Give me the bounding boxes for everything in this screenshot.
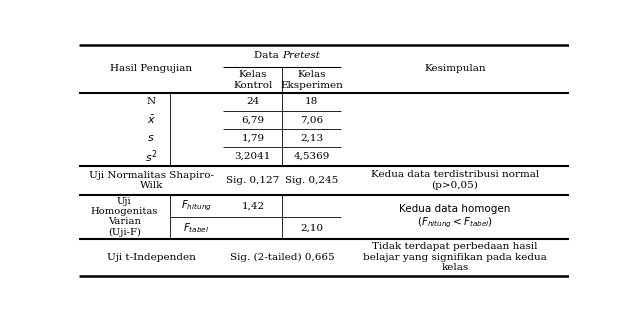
Text: Uji Normalitas Shapiro-
Wilk: Uji Normalitas Shapiro- Wilk [88, 170, 214, 190]
Text: 1,79: 1,79 [241, 134, 264, 143]
Text: Kesimpulan: Kesimpulan [424, 64, 486, 73]
Text: Data: Data [254, 51, 283, 61]
Text: 2,10: 2,10 [300, 223, 323, 232]
Text: Kelas
Kontrol: Kelas Kontrol [233, 70, 272, 90]
Text: Pretest: Pretest [283, 51, 320, 61]
Text: Uji t-Independen: Uji t-Independen [107, 253, 196, 262]
Text: 6,79: 6,79 [241, 115, 264, 125]
Text: 2,13: 2,13 [300, 134, 323, 143]
Text: $F_{tabel}$: $F_{tabel}$ [183, 221, 210, 235]
Text: Tidak terdapat perbedaan hasil
belajar yang signifikan pada kedua
kelas: Tidak terdapat perbedaan hasil belajar y… [363, 242, 547, 272]
Text: Kedua data terdistribusi normal
(p>0,05): Kedua data terdistribusi normal (p>0,05) [371, 170, 539, 190]
Text: 4,5369: 4,5369 [293, 152, 330, 161]
Text: Kedua data homogen
($F_{hitung}<F_{tabel}$): Kedua data homogen ($F_{hitung}<F_{tabel… [399, 204, 511, 230]
Text: Kelas
Eksperimen: Kelas Eksperimen [280, 70, 343, 90]
Text: $s^2$: $s^2$ [145, 148, 157, 165]
Text: Sig. 0,127: Sig. 0,127 [226, 176, 279, 185]
Text: $s$: $s$ [147, 133, 155, 143]
Text: Uji
Homogenitas
Varian
(Uji-F): Uji Homogenitas Varian (Uji-F) [90, 197, 158, 237]
Text: 3,2041: 3,2041 [234, 152, 271, 161]
Text: 7,06: 7,06 [300, 115, 323, 125]
Text: Hasil Pengujian: Hasil Pengujian [110, 64, 192, 73]
Text: Sig. (2-tailed) 0,665: Sig. (2-tailed) 0,665 [230, 253, 334, 262]
Text: 24: 24 [246, 97, 260, 106]
Text: $\bar{x}$: $\bar{x}$ [147, 114, 155, 126]
Text: 1,42: 1,42 [241, 201, 264, 210]
Text: N: N [147, 97, 156, 106]
Text: Sig. 0,245: Sig. 0,245 [285, 176, 338, 185]
Text: $F_{hitung}$: $F_{hitung}$ [181, 199, 212, 213]
Text: 18: 18 [305, 97, 319, 106]
